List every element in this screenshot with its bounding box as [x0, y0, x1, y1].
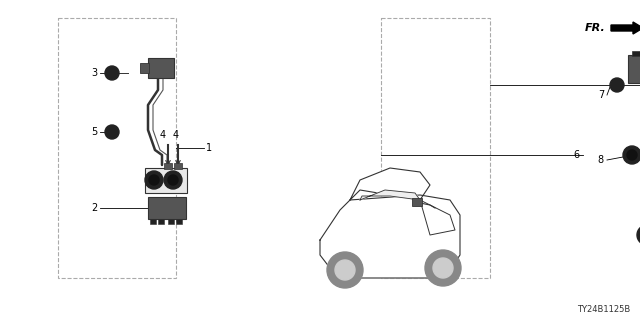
- Circle shape: [149, 175, 159, 185]
- Text: 1: 1: [206, 143, 212, 153]
- Bar: [148, 197, 186, 219]
- Circle shape: [425, 250, 461, 286]
- Circle shape: [623, 146, 640, 164]
- Circle shape: [327, 252, 363, 288]
- Text: 4: 4: [173, 130, 179, 140]
- Polygon shape: [320, 195, 460, 278]
- Bar: [381, 18, 490, 278]
- Circle shape: [627, 150, 637, 160]
- Text: 8: 8: [598, 155, 604, 165]
- Text: 2: 2: [91, 203, 97, 213]
- Text: 7: 7: [598, 90, 604, 100]
- Circle shape: [105, 125, 119, 139]
- Bar: [150, 219, 156, 224]
- Bar: [140, 63, 149, 73]
- FancyArrow shape: [611, 22, 640, 34]
- Bar: [628, 55, 640, 83]
- Circle shape: [105, 66, 119, 80]
- Bar: [145, 168, 187, 193]
- Polygon shape: [350, 168, 430, 200]
- Circle shape: [433, 258, 453, 278]
- Text: TY24B1125B: TY24B1125B: [577, 305, 630, 314]
- Bar: [158, 219, 164, 224]
- Circle shape: [168, 175, 178, 185]
- Bar: [58, 18, 176, 278]
- Text: 6: 6: [574, 150, 580, 160]
- Circle shape: [637, 225, 640, 245]
- Circle shape: [164, 171, 182, 189]
- Circle shape: [610, 78, 624, 92]
- Text: 5: 5: [91, 127, 97, 137]
- Bar: [632, 51, 640, 56]
- Bar: [164, 163, 172, 169]
- Circle shape: [145, 171, 163, 189]
- Bar: [176, 219, 182, 224]
- Bar: [412, 198, 422, 206]
- Text: FR.: FR.: [585, 23, 605, 33]
- Bar: [148, 58, 174, 78]
- Polygon shape: [360, 190, 420, 200]
- Bar: [168, 219, 174, 224]
- Bar: [174, 163, 182, 169]
- Text: 4: 4: [160, 130, 166, 140]
- Circle shape: [335, 260, 355, 280]
- Text: 3: 3: [91, 68, 97, 78]
